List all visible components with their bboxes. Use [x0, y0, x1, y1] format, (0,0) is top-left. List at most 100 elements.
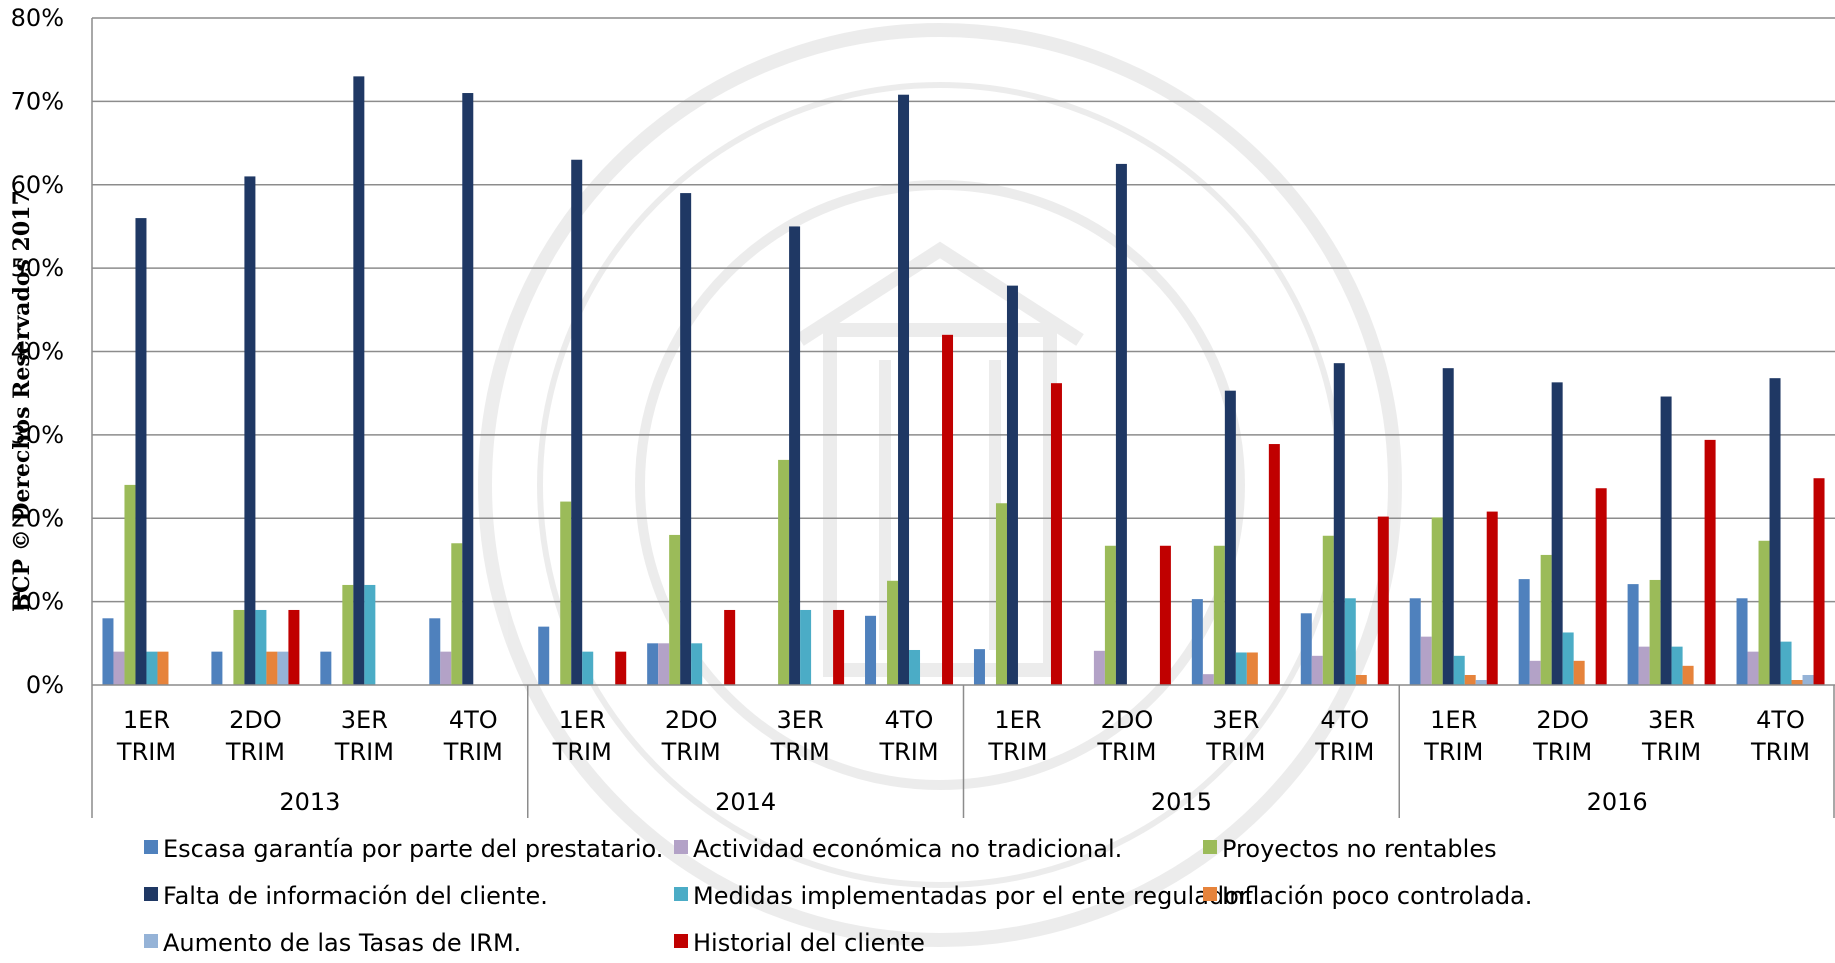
bar — [1791, 679, 1803, 685]
bar — [1736, 598, 1748, 685]
bar — [680, 193, 692, 685]
bar — [1682, 665, 1694, 685]
bar — [1769, 378, 1781, 685]
bar — [1562, 632, 1574, 685]
bar — [1159, 545, 1171, 685]
y-axis-ticks: 0% 10% 20% 30% 40% 50% 60% 70% 80% — [11, 4, 64, 699]
bar — [1409, 598, 1421, 685]
bar — [135, 218, 147, 685]
x-tick-label: TRIM — [661, 738, 721, 766]
bar — [1780, 641, 1792, 685]
bar — [1813, 478, 1825, 685]
bar — [942, 334, 954, 685]
bar — [1377, 516, 1389, 685]
bar — [1235, 652, 1247, 685]
bar — [255, 609, 267, 685]
bar — [1093, 650, 1105, 685]
x-tick-label: 4TO — [1756, 706, 1805, 734]
bar — [789, 226, 801, 685]
y-tick-label: 20% — [11, 504, 64, 532]
x-tick-label: 2DO — [229, 706, 282, 734]
bar — [1529, 660, 1541, 685]
x-tick-label: TRIM — [1641, 738, 1701, 766]
bar — [1355, 674, 1367, 685]
bar — [1551, 382, 1563, 685]
bar — [778, 459, 790, 685]
x-tick-label: 3ER — [777, 706, 824, 734]
legend-swatch — [1203, 840, 1217, 854]
bar — [973, 649, 985, 685]
copyright-watermark: BCP © Derechos Reservados 2017 — [9, 190, 35, 612]
bar — [1202, 674, 1214, 685]
x-tick-label: TRIM — [1532, 738, 1592, 766]
bar — [995, 503, 1007, 685]
legend-swatch — [144, 934, 158, 948]
legend-label: Proyectos no rentables — [1222, 835, 1497, 863]
y-tick-label: 40% — [11, 338, 64, 366]
bar — [342, 584, 354, 685]
bar — [1747, 651, 1759, 685]
x-tick-label: 4TO — [885, 706, 934, 734]
x-tick-label: 1ER — [994, 706, 1041, 734]
x-tick-label: TRIM — [987, 738, 1047, 766]
bar — [560, 501, 572, 685]
bar — [1224, 390, 1236, 685]
axes — [91, 18, 1835, 818]
legend-label: Aumento de las Tasas de IRM. — [163, 929, 521, 957]
legend-label: Historial del cliente — [693, 929, 925, 957]
bar — [1322, 535, 1334, 685]
seal-watermark — [478, 23, 1402, 947]
y-tick-label: 60% — [11, 171, 64, 199]
x-tick-label: TRIM — [552, 738, 612, 766]
y-tick-label: 80% — [11, 4, 64, 32]
x-tick-label: 2DO — [665, 706, 718, 734]
bar — [669, 534, 681, 685]
bar — [277, 651, 289, 685]
bar — [865, 615, 877, 685]
legend-label: Escasa garantía por parte del prestatari… — [163, 835, 663, 863]
bar — [1802, 674, 1814, 685]
bar — [1115, 163, 1127, 685]
bar — [1671, 646, 1683, 685]
bar — [1649, 579, 1661, 685]
x-tick-label: TRIM — [116, 738, 176, 766]
bar — [364, 584, 376, 685]
year-label: 2014 — [715, 788, 776, 816]
bar — [102, 618, 114, 685]
bar — [320, 651, 332, 685]
legend-swatch — [674, 840, 688, 854]
x-tick-label: TRIM — [443, 738, 503, 766]
x-tick-label: 4TO — [449, 706, 498, 734]
bar — [909, 649, 921, 685]
bar — [571, 159, 583, 686]
bar — [1213, 545, 1225, 685]
bar — [1573, 660, 1585, 685]
x-axis-labels: 1ER TRIM 2DO TRIM 3ER TRIM 4TO TRIM 1ER TRIM 2DO TR… — [116, 706, 1810, 816]
bar — [1050, 383, 1062, 685]
bar — [124, 484, 136, 685]
legend-label: Actividad económica no tradicional. — [693, 835, 1122, 863]
bars — [102, 76, 1825, 686]
x-tick-label: 3ER — [1212, 706, 1259, 734]
bar — [1311, 655, 1323, 685]
x-tick-label: TRIM — [1750, 738, 1810, 766]
bar — [462, 93, 474, 686]
legend-swatch — [1203, 887, 1217, 901]
year-label: 2015 — [1151, 788, 1212, 816]
bar — [233, 609, 245, 685]
y-tick-label: 70% — [11, 87, 64, 115]
bar — [1758, 540, 1770, 685]
bar — [1660, 396, 1672, 685]
bar — [1518, 579, 1530, 685]
bar — [113, 651, 125, 685]
year-label: 2013 — [279, 788, 340, 816]
bar — [724, 609, 736, 685]
bar — [538, 626, 550, 685]
bar — [833, 609, 845, 685]
bar — [440, 651, 452, 685]
x-tick-label: 3ER — [341, 706, 388, 734]
bar — [1442, 368, 1454, 685]
legend-label: Medidas implementadas por el ente regula… — [693, 882, 1254, 910]
bar — [244, 176, 256, 685]
